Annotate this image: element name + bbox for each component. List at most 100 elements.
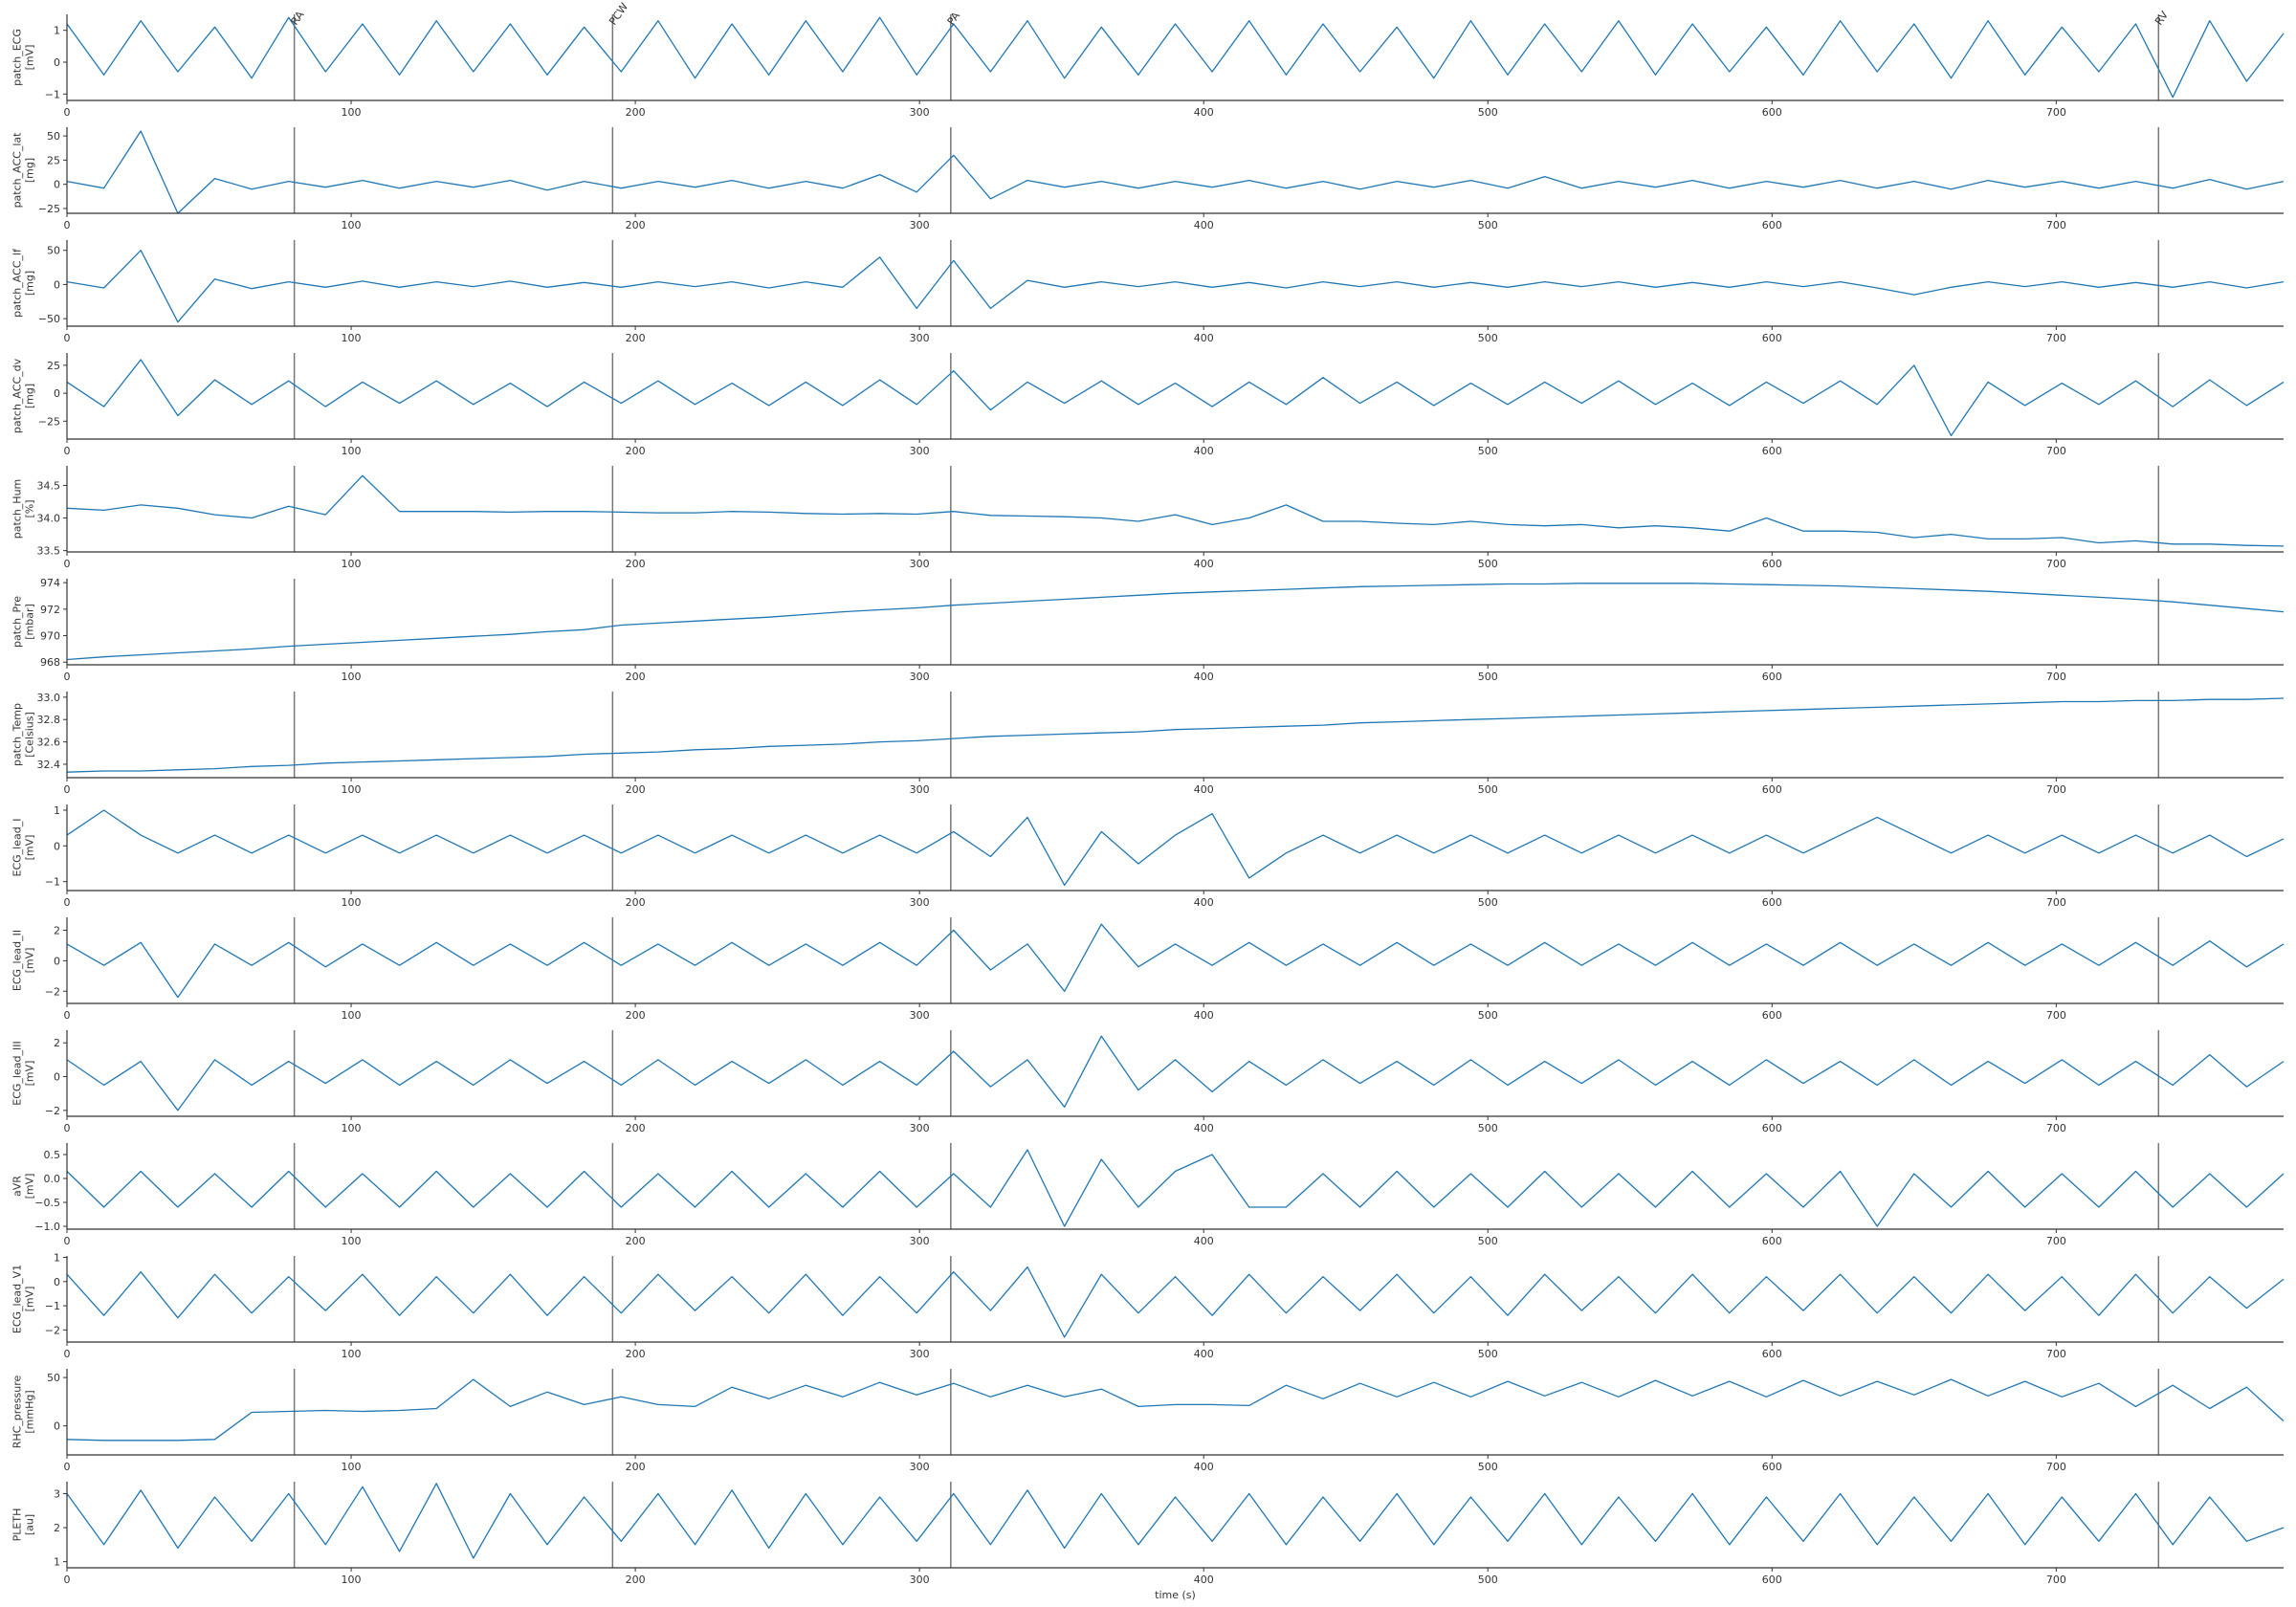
x-tick-label: 200	[626, 445, 646, 457]
x-tick-label: 600	[1762, 1574, 1782, 1586]
x-tick-label: 500	[1478, 106, 1498, 119]
x-tick-label: 300	[910, 1009, 930, 1022]
event-label: RA	[288, 9, 306, 28]
x-tick-label: 500	[1478, 1461, 1498, 1473]
y-axis-label: [Celsius]	[24, 712, 36, 758]
x-tick-label: 500	[1478, 896, 1498, 909]
x-tick-label: 400	[1194, 783, 1214, 796]
y-tick-label: 32.4	[37, 759, 61, 771]
y-tick-label: −25	[38, 415, 60, 428]
y-tick-label: 972	[40, 604, 60, 616]
y-axis-label: patch_ACC_lat	[11, 132, 24, 209]
y-tick-label: −1	[45, 1300, 60, 1312]
x-tick-label: 100	[342, 1235, 362, 1247]
x-tick-label: 500	[1478, 783, 1498, 796]
x-tick-label: 700	[2046, 1574, 2066, 1586]
x-tick-label: 700	[2046, 671, 2066, 683]
y-tick-label: 1	[54, 1252, 60, 1265]
x-tick-label: 200	[626, 783, 646, 796]
y-tick-label: 0.0	[44, 1173, 61, 1185]
x-tick-label: 700	[2046, 106, 2066, 119]
y-axis-label: ECG_lead_III	[11, 1041, 24, 1105]
x-tick-label: 200	[626, 671, 646, 683]
signal-line	[66, 1149, 2285, 1227]
y-axis-label: ECG_lead_V1	[11, 1265, 24, 1333]
y-axis-label: [mV]	[24, 45, 36, 71]
y-tick-label: 1	[54, 1556, 60, 1569]
x-tick-label: 300	[910, 445, 930, 457]
x-tick-label: 300	[910, 1235, 930, 1247]
y-axis-label: [au]	[24, 1514, 36, 1535]
x-tick-label: 300	[910, 1122, 930, 1134]
x-tick-label: 0	[64, 1348, 71, 1360]
x-tick-label: 700	[2046, 1009, 2066, 1022]
x-tick-label: 600	[1762, 1235, 1782, 1247]
y-tick-label: 33.5	[37, 545, 61, 558]
y-tick-label: 2	[54, 1037, 60, 1049]
x-tick-label: 600	[1762, 1009, 1782, 1022]
x-tick-label: 0	[64, 106, 71, 119]
y-tick-label: 32.8	[37, 714, 61, 726]
y-tick-label: 2	[54, 925, 60, 937]
y-tick-label: 0	[54, 1071, 60, 1084]
x-tick-label: 700	[2046, 445, 2066, 457]
x-tick-label: 400	[1194, 1348, 1214, 1360]
y-tick-label: 25	[47, 154, 60, 166]
x-tick-label: 300	[910, 106, 930, 119]
y-tick-label: −50	[38, 313, 60, 325]
x-tick-label: 700	[2046, 896, 2066, 909]
x-tick-label: 0	[64, 1235, 71, 1247]
y-tick-label: 0	[54, 278, 60, 291]
signal-line	[66, 1378, 2285, 1442]
x-tick-label: 500	[1478, 671, 1498, 683]
y-tick-label: −2	[45, 1324, 60, 1336]
x-tick-label: 0	[64, 332, 71, 344]
x-tick-label: 400	[1194, 332, 1214, 344]
y-tick-label: 50	[47, 245, 60, 257]
y-tick-label: 968	[40, 656, 60, 669]
signal-line	[66, 474, 2285, 547]
x-tick-label: 500	[1478, 1235, 1498, 1247]
x-tick-label: 600	[1762, 896, 1782, 909]
x-tick-label: 200	[626, 1122, 646, 1134]
x-tick-label: 100	[342, 445, 362, 457]
y-axis-label: patch_ECG	[11, 29, 24, 86]
y-axis-label: [%]	[24, 499, 36, 517]
x-tick-label: 300	[910, 1348, 930, 1360]
x-tick-label: 600	[1762, 445, 1782, 457]
x-tick-label: 100	[342, 1009, 362, 1022]
y-axis-label: patch_Temp	[11, 703, 24, 766]
y-axis-label: [mbar]	[24, 604, 36, 640]
x-tick-label: 600	[1762, 106, 1782, 119]
x-tick-label: 200	[626, 1235, 646, 1247]
y-tick-label: 33.0	[37, 692, 61, 704]
x-tick-label: 200	[626, 1348, 646, 1360]
y-axis-label: [mmHg]	[24, 1390, 36, 1433]
x-tick-label: 300	[910, 783, 930, 796]
x-tick-label: 600	[1762, 1348, 1782, 1360]
x-tick-label: 0	[64, 558, 71, 570]
x-axis-label: time (s)	[1155, 1589, 1196, 1601]
x-tick-label: 400	[1194, 219, 1214, 231]
x-tick-label: 600	[1762, 783, 1782, 796]
x-tick-label: 100	[342, 783, 362, 796]
x-tick-label: 600	[1762, 332, 1782, 344]
y-axis-label: [mV]	[24, 948, 36, 974]
x-tick-label: 100	[342, 1461, 362, 1473]
x-tick-label: 0	[64, 445, 71, 457]
event-label: RV	[2152, 9, 2171, 28]
x-tick-label: 600	[1762, 1461, 1782, 1473]
y-tick-label: 3	[54, 1487, 60, 1500]
y-tick-label: 0.5	[44, 1149, 61, 1161]
x-tick-label: 500	[1478, 558, 1498, 570]
x-tick-label: 700	[2046, 1235, 2066, 1247]
y-tick-label: 974	[40, 577, 60, 589]
y-tick-label: 0	[54, 387, 60, 400]
x-tick-label: 400	[1194, 558, 1214, 570]
x-tick-label: 100	[342, 1122, 362, 1134]
y-tick-label: 34.5	[37, 479, 61, 492]
y-tick-label: 970	[40, 630, 60, 643]
x-tick-label: 200	[626, 558, 646, 570]
x-tick-label: 100	[342, 558, 362, 570]
